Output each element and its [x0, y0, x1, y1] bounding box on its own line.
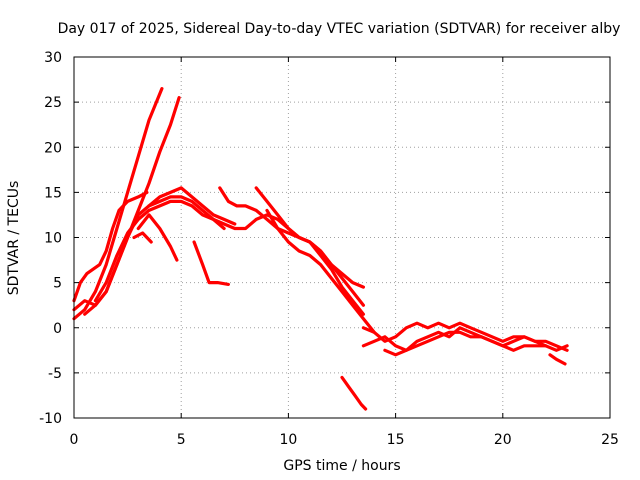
x-tick-label: 25 [601, 432, 619, 448]
series-track-15 [361, 321, 569, 352]
y-tick-label: 20 [44, 140, 62, 156]
x-tick-label: 10 [279, 432, 297, 448]
y-tick-label: 25 [44, 95, 62, 111]
y-tick-label: 0 [53, 321, 62, 337]
y-tick-label: 5 [53, 276, 62, 292]
y-tick-label: -5 [48, 366, 62, 382]
y-axis-label: SDTVAR / TECUs [6, 181, 22, 296]
series-track-1 [72, 86, 164, 321]
series-track-17 [548, 353, 567, 366]
series-track-12 [265, 208, 376, 334]
series-track-3 [72, 190, 149, 303]
x-tick-label: 5 [177, 432, 186, 448]
series-track-13 [340, 375, 368, 411]
series-track-7 [136, 213, 179, 262]
axis-ticks: 0 5 10 15 20 25 -10 -5 0 5 10 15 20 25 30 [39, 50, 619, 448]
data-series [72, 86, 569, 411]
y-tick-label: 10 [44, 231, 62, 247]
series-track-9 [192, 240, 230, 286]
series-track-4 [72, 186, 237, 312]
chart-title: Day 017 of 2025, Sidereal Day-to-day VTE… [58, 21, 621, 37]
x-tick-label: 15 [387, 432, 405, 448]
y-tick-label: 30 [44, 50, 62, 66]
grid [74, 57, 610, 418]
y-tick-label: 15 [44, 185, 62, 201]
series-track-5 [93, 199, 226, 303]
series-track-10 [218, 186, 365, 289]
series-track-11 [254, 186, 365, 316]
x-tick-label: 0 [70, 432, 79, 448]
y-tick-label: -10 [39, 411, 62, 427]
series-track-16 [383, 330, 548, 357]
series-track-8 [132, 231, 153, 244]
x-axis-label: GPS time / hours [283, 458, 400, 474]
x-tick-label: 20 [494, 432, 512, 448]
